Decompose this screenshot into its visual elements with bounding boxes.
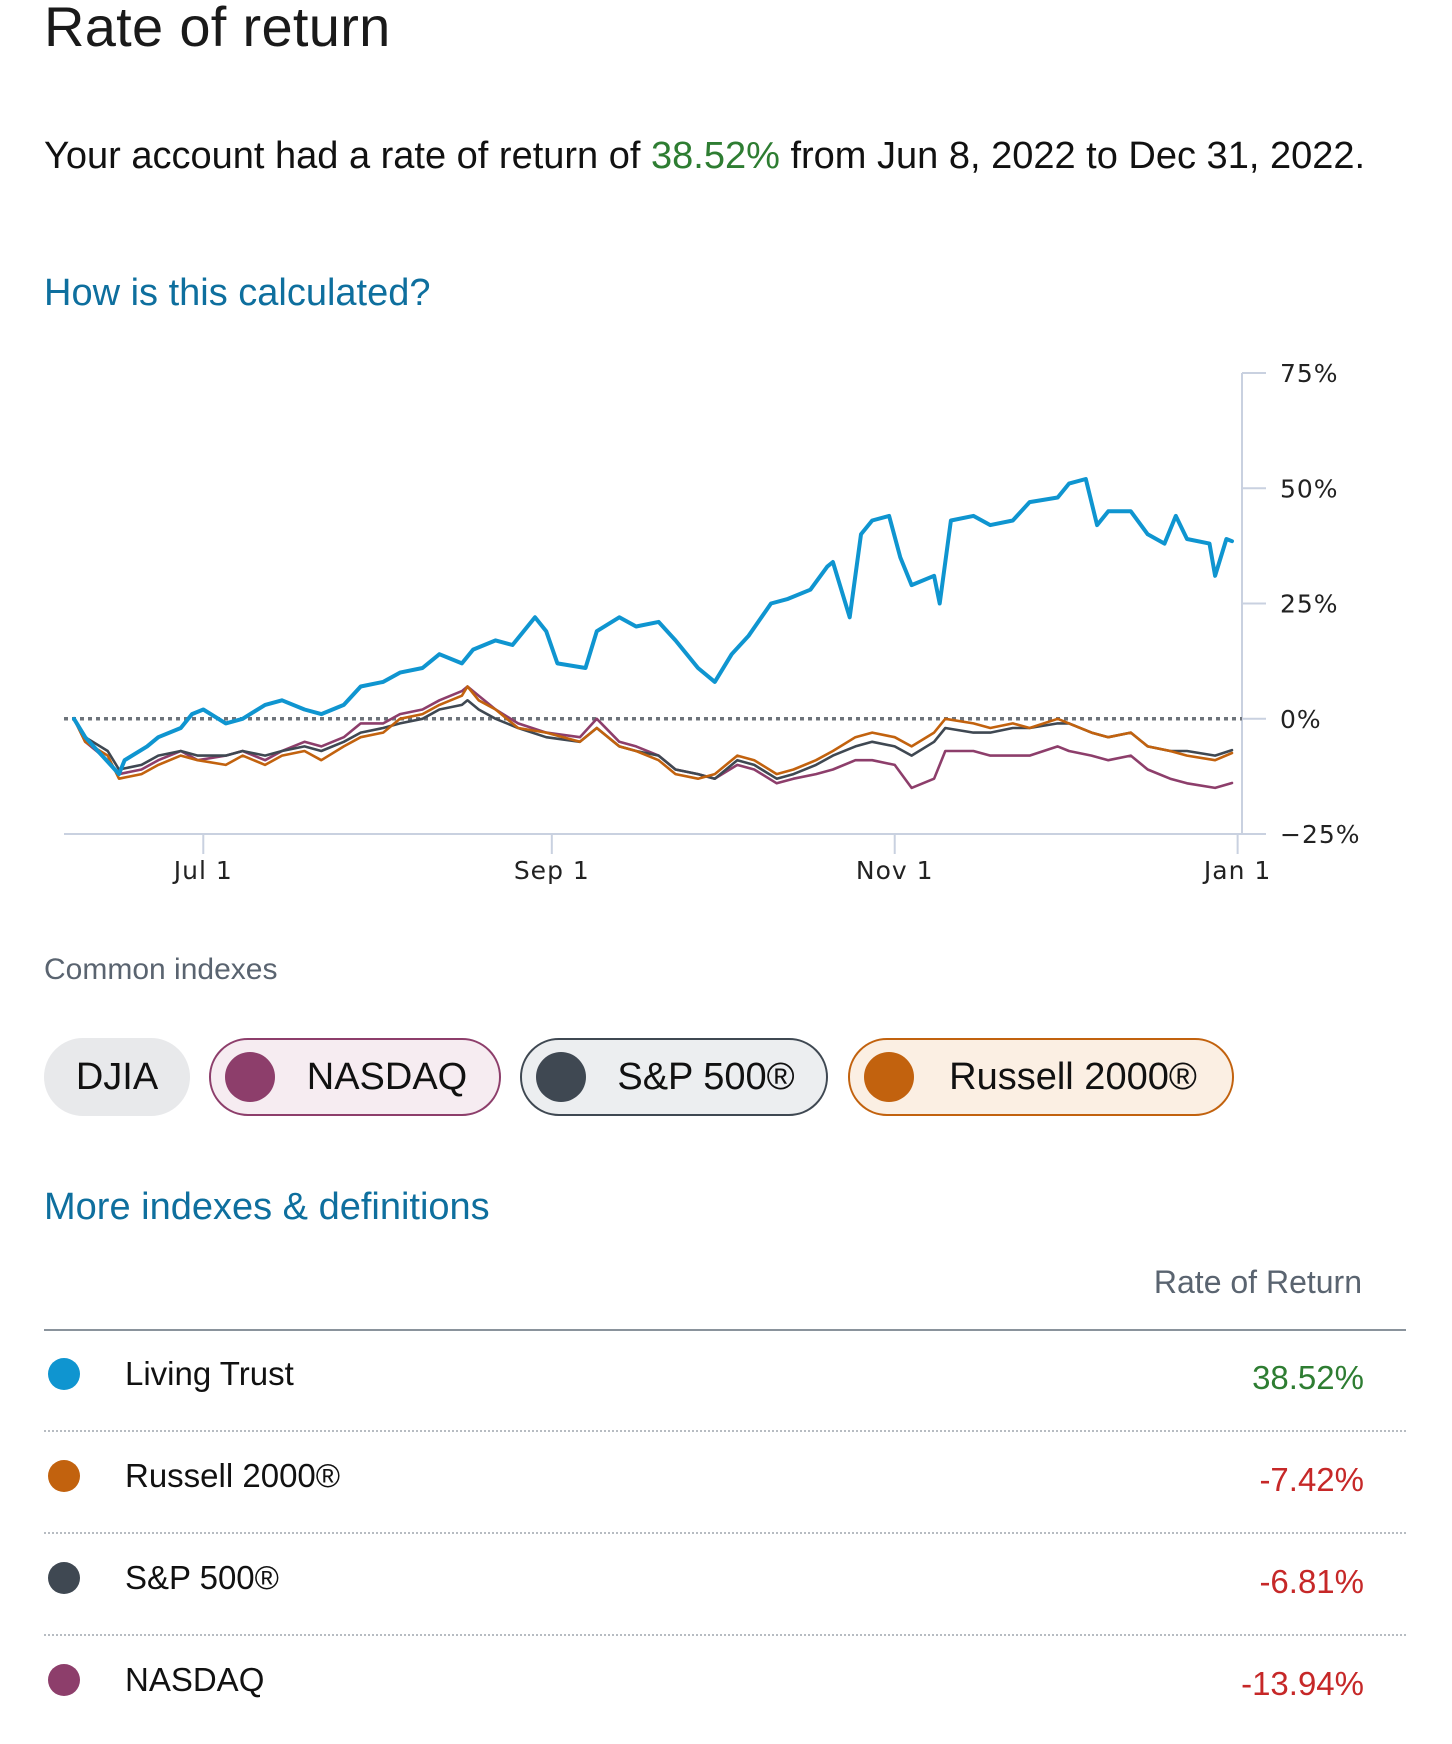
summary-prefix: Your account had a rate of return of xyxy=(44,135,651,177)
table-row: Living Trust 38.52% xyxy=(44,1335,1406,1438)
row-value: -13.94% xyxy=(1241,1665,1364,1702)
row-name: Living Trust xyxy=(125,1355,294,1392)
chip-djia-label: DJIA xyxy=(75,1055,159,1098)
chip-nasdaq[interactable]: NASDAQ xyxy=(209,1038,501,1116)
row-value: -7.42% xyxy=(1259,1461,1364,1498)
common-indexes-label: Common indexes xyxy=(44,953,278,986)
y-tick-label: −25% xyxy=(1280,820,1361,849)
rate-of-return-chart: 75% 50% 25% 0% −25% Jul 1 Sep 1 Nov 1 Jan 1 xyxy=(64,359,1361,885)
row-value: -6.81% xyxy=(1259,1563,1364,1600)
sp500-dot xyxy=(48,1562,80,1594)
russell-2000-line xyxy=(72,685,1234,781)
chip-nasdaq-label: NASDAQ xyxy=(306,1055,468,1098)
chip-russell-label: Russell 2000® xyxy=(949,1055,1197,1098)
y-tick-label: 0% xyxy=(1280,705,1322,734)
row-name: S&P 500® xyxy=(125,1559,279,1596)
chip-sp500-label: S&P 500® xyxy=(617,1055,795,1098)
russell-dot xyxy=(48,1460,80,1492)
how-calculated-link[interactable]: How is this calculated? xyxy=(44,272,431,314)
nasdaq-color-dot xyxy=(225,1052,275,1102)
russell-color-dot xyxy=(864,1052,914,1102)
x-tick-label: Sep 1 xyxy=(514,856,590,885)
series-lines xyxy=(72,477,1234,790)
row-divider xyxy=(44,1634,1406,1636)
x-tick-label: Jan 1 xyxy=(1202,856,1271,885)
table-row: NASDAQ -13.94% xyxy=(44,1641,1406,1744)
nasdaq-line xyxy=(72,685,1234,790)
row-value: 38.52% xyxy=(1252,1359,1364,1396)
chip-russell[interactable]: Russell 2000® xyxy=(848,1038,1234,1116)
sp500-color-dot xyxy=(536,1052,586,1102)
s-p-500-line xyxy=(72,698,1234,781)
living-trust-dot xyxy=(48,1358,80,1390)
y-axis: 75% 50% 25% 0% −25% xyxy=(1241,359,1361,849)
chip-djia[interactable]: DJIA xyxy=(44,1038,190,1116)
more-indexes-link[interactable]: More indexes & definitions xyxy=(44,1186,490,1228)
return-summary: Your account had a rate of return of 38.… xyxy=(44,126,1394,186)
row-name: NASDAQ xyxy=(125,1661,265,1698)
chip-sp500[interactable]: S&P 500® xyxy=(520,1038,828,1116)
y-tick-label: 25% xyxy=(1280,590,1339,619)
table-row: S&P 500® -6.81% xyxy=(44,1539,1406,1642)
x-tick-label: Jul 1 xyxy=(172,856,233,885)
rate-of-return-column-header: Rate of Return xyxy=(1153,1264,1362,1300)
y-tick-label: 75% xyxy=(1280,359,1339,388)
row-divider xyxy=(44,1532,1406,1534)
summary-suffix: from Jun 8, 2022 to Dec 31, 2022. xyxy=(779,135,1366,177)
living-trust-line xyxy=(72,477,1234,777)
table-row: Russell 2000® -7.42% xyxy=(44,1437,1406,1540)
table-header-divider xyxy=(44,1329,1406,1331)
x-axis: Jul 1 Sep 1 Nov 1 Jan 1 xyxy=(64,833,1271,885)
summary-return-value: 38.52% xyxy=(651,135,780,177)
x-tick-label: Nov 1 xyxy=(856,856,934,885)
row-name: Russell 2000® xyxy=(125,1457,341,1494)
nasdaq-dot xyxy=(48,1664,80,1696)
y-tick-label: 50% xyxy=(1280,474,1339,503)
page-title: Rate of return xyxy=(44,0,391,58)
row-divider xyxy=(44,1430,1406,1432)
